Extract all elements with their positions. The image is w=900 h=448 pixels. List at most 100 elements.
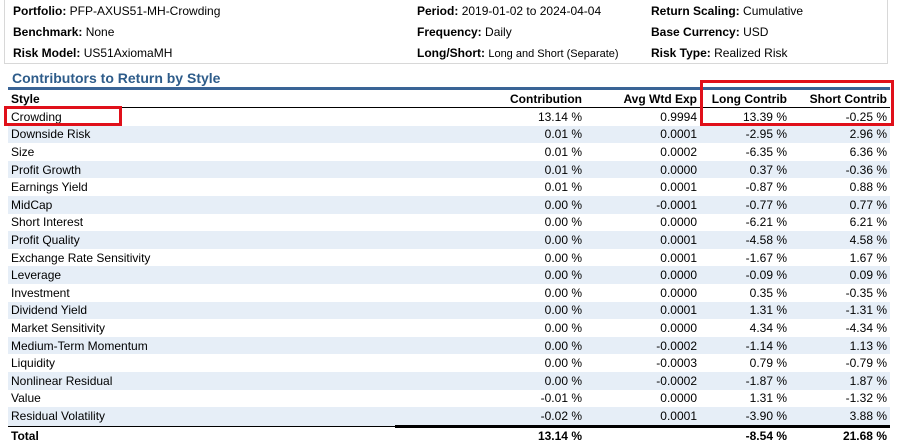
col-header-avg-wtd-exp: Avg Wtd Exp bbox=[585, 90, 700, 108]
cell-style: Crowding bbox=[11, 109, 62, 124]
cell-avg-wtd-exp: 0.0001 bbox=[585, 407, 700, 427]
style-return-table: Style Contribution Avg Wtd Exp Long Cont… bbox=[8, 90, 890, 446]
cell-long-contrib: -0.09 % bbox=[700, 266, 790, 284]
cell-avg-wtd-exp: 0.0000 bbox=[660, 320, 697, 335]
cell-long-contrib: -2.95 % bbox=[700, 125, 790, 144]
cell-contribution: 0.00 % bbox=[544, 250, 582, 265]
cell-contribution: 0.01 % bbox=[395, 125, 585, 144]
table-row: Profit Growth 0.01 % 0.0000 0.37 % -0.36 % bbox=[8, 160, 890, 179]
col-header-long-contrib: Long Contrib bbox=[700, 90, 790, 108]
cell-long-contrib: -1.87 % bbox=[700, 371, 790, 390]
report-header: Portfolio: PFP-AXUS51-MH-Crowding Benchm… bbox=[4, 0, 888, 64]
cell-long-contrib: 0.79 % bbox=[749, 356, 787, 371]
col-header-short-contrib: Short Contrib bbox=[790, 90, 890, 108]
table-row: Exchange Rate Sensitivity 0.00 % 0.0001 -1.… bbox=[8, 249, 890, 267]
cell-short-contrib: -0.25 % bbox=[845, 109, 887, 124]
cell-avg-wtd-exp: -0.0001 bbox=[585, 195, 700, 214]
total-long-contrib: -8.54 % bbox=[700, 424, 790, 446]
cell-contribution: -0.01 % bbox=[540, 391, 582, 406]
table-row: Value -0.01 % 0.0000 1.31 % -1.32 % bbox=[8, 390, 890, 408]
cell-short-contrib: 6.21 % bbox=[849, 215, 887, 230]
cell-contribution: 0.00 % bbox=[395, 195, 585, 214]
cell-contribution: 0.00 % bbox=[544, 320, 582, 335]
cell-short-contrib: 0.77 % bbox=[790, 195, 890, 214]
cell-avg-wtd-exp: 0.0000 bbox=[660, 285, 697, 300]
cell-short-contrib: 0.88 % bbox=[849, 180, 887, 195]
col-header-contribution: Contribution bbox=[395, 90, 585, 108]
cell-style: Residual Volatility bbox=[8, 407, 395, 427]
cell-contribution: 0.00 % bbox=[395, 371, 585, 390]
cell-short-contrib: 3.88 % bbox=[790, 407, 890, 427]
total-contribution: 13.14 % bbox=[395, 424, 585, 446]
cell-short-contrib: 0.09 % bbox=[790, 266, 890, 284]
cell-contribution: 13.14 % bbox=[537, 109, 582, 124]
cell-avg-wtd-exp: 0.0000 bbox=[585, 160, 700, 179]
cell-contribution: 0.01 % bbox=[544, 180, 582, 195]
table-row: Profit Quality 0.00 % 0.0001 -4.58 % 4.58 % bbox=[8, 231, 890, 249]
table-row: Medium-Term Momentum 0.00 % -0.0002 -1.14 %… bbox=[8, 336, 890, 355]
cell-short-contrib: 1.13 % bbox=[790, 336, 890, 355]
section-title: Contributors to Return by Style bbox=[12, 70, 221, 86]
cell-long-contrib: -0.87 % bbox=[745, 180, 787, 195]
cell-style: Short Interest bbox=[11, 215, 84, 230]
cell-avg-wtd-exp: -0.0002 bbox=[585, 336, 700, 355]
cell-long-contrib: -4.58 % bbox=[700, 231, 790, 249]
cell-long-contrib: 13.39 % bbox=[742, 109, 787, 124]
return-scaling-field: Return Scaling: Cumulative bbox=[651, 4, 804, 18]
cell-short-contrib: -1.31 % bbox=[790, 301, 890, 320]
cell-short-contrib: 6.36 % bbox=[849, 144, 887, 159]
base-currency-field: Base Currency: USD bbox=[651, 25, 769, 39]
cell-contribution: 0.00 % bbox=[544, 285, 582, 300]
cell-avg-wtd-exp: 0.0000 bbox=[660, 391, 697, 406]
total-avg-wtd-exp bbox=[585, 424, 700, 446]
cell-long-contrib: -3.90 % bbox=[700, 407, 790, 427]
cell-style: Liquidity bbox=[11, 356, 56, 371]
period-field: Period: 2019-01-02 to 2024-04-04 bbox=[417, 4, 602, 18]
table-row: Dividend Yield 0.00 % 0.0001 1.31 % -1.31 % bbox=[8, 301, 890, 320]
cell-long-contrib: 4.34 % bbox=[749, 320, 787, 335]
cell-style: Size bbox=[11, 144, 35, 159]
cell-style: Exchange Rate Sensitivity bbox=[11, 250, 151, 265]
frequency-field: Frequency: Daily bbox=[417, 25, 512, 39]
cell-avg-wtd-exp: 0.0000 bbox=[585, 266, 700, 284]
table-row: Size 0.01 % 0.0002 -6.35 % 6.36 % bbox=[8, 143, 890, 161]
cell-avg-wtd-exp: 0.0002 bbox=[660, 144, 697, 159]
cell-avg-wtd-exp: -0.0003 bbox=[656, 356, 697, 371]
cell-long-contrib: 0.35 % bbox=[749, 285, 787, 300]
cell-contribution: 0.00 % bbox=[395, 336, 585, 355]
cell-contribution: 0.01 % bbox=[395, 160, 585, 179]
table-row: MidCap 0.00 % -0.0001 -0.77 % 0.77 % bbox=[8, 195, 890, 214]
cell-short-contrib: 2.96 % bbox=[790, 125, 890, 144]
cell-style: Investment bbox=[11, 285, 70, 300]
risk-type-field: Risk Type: Realized Risk bbox=[651, 46, 788, 60]
total-label: Total bbox=[8, 425, 395, 446]
cell-avg-wtd-exp: 0.0001 bbox=[660, 250, 697, 265]
cell-avg-wtd-exp: -0.0002 bbox=[585, 371, 700, 390]
cell-style: Earnings Yield bbox=[11, 180, 88, 195]
cell-short-contrib: -0.79 % bbox=[845, 356, 887, 371]
cell-avg-wtd-exp: 0.0000 bbox=[660, 215, 697, 230]
cell-short-contrib: -0.36 % bbox=[790, 160, 890, 179]
title-divider bbox=[8, 87, 890, 90]
long-short-field: Long/Short: Long and Short (Separate) bbox=[417, 46, 619, 60]
cell-short-contrib: -4.34 % bbox=[845, 320, 887, 335]
portfolio-field: Portfolio: PFP-AXUS51-MH-Crowding bbox=[13, 4, 221, 18]
cell-avg-wtd-exp: 0.0001 bbox=[660, 180, 697, 195]
cell-contribution: 0.00 % bbox=[395, 301, 585, 320]
cell-style: Market Sensitivity bbox=[11, 320, 106, 335]
cell-short-contrib: 1.67 % bbox=[849, 250, 887, 265]
cell-long-contrib: -6.35 % bbox=[745, 144, 787, 159]
cell-long-contrib: 0.37 % bbox=[700, 160, 790, 179]
cell-contribution: 0.00 % bbox=[395, 266, 585, 284]
cell-long-contrib: 1.31 % bbox=[749, 391, 787, 406]
cell-avg-wtd-exp: 0.0001 bbox=[585, 125, 700, 144]
cell-contribution: 0.00 % bbox=[395, 231, 585, 249]
cell-style: Profit Growth bbox=[8, 160, 395, 179]
cell-contribution: 0.00 % bbox=[544, 356, 582, 371]
cell-contribution: 0.01 % bbox=[544, 144, 582, 159]
cell-style: Value bbox=[11, 391, 41, 406]
cell-avg-wtd-exp: 0.0001 bbox=[585, 231, 700, 249]
cell-short-contrib: -1.32 % bbox=[845, 391, 887, 406]
table-row: Downside Risk 0.01 % 0.0001 -2.95 % 2.96 % bbox=[8, 125, 890, 144]
table-row: Leverage 0.00 % 0.0000 -0.09 % 0.09 % bbox=[8, 266, 890, 284]
